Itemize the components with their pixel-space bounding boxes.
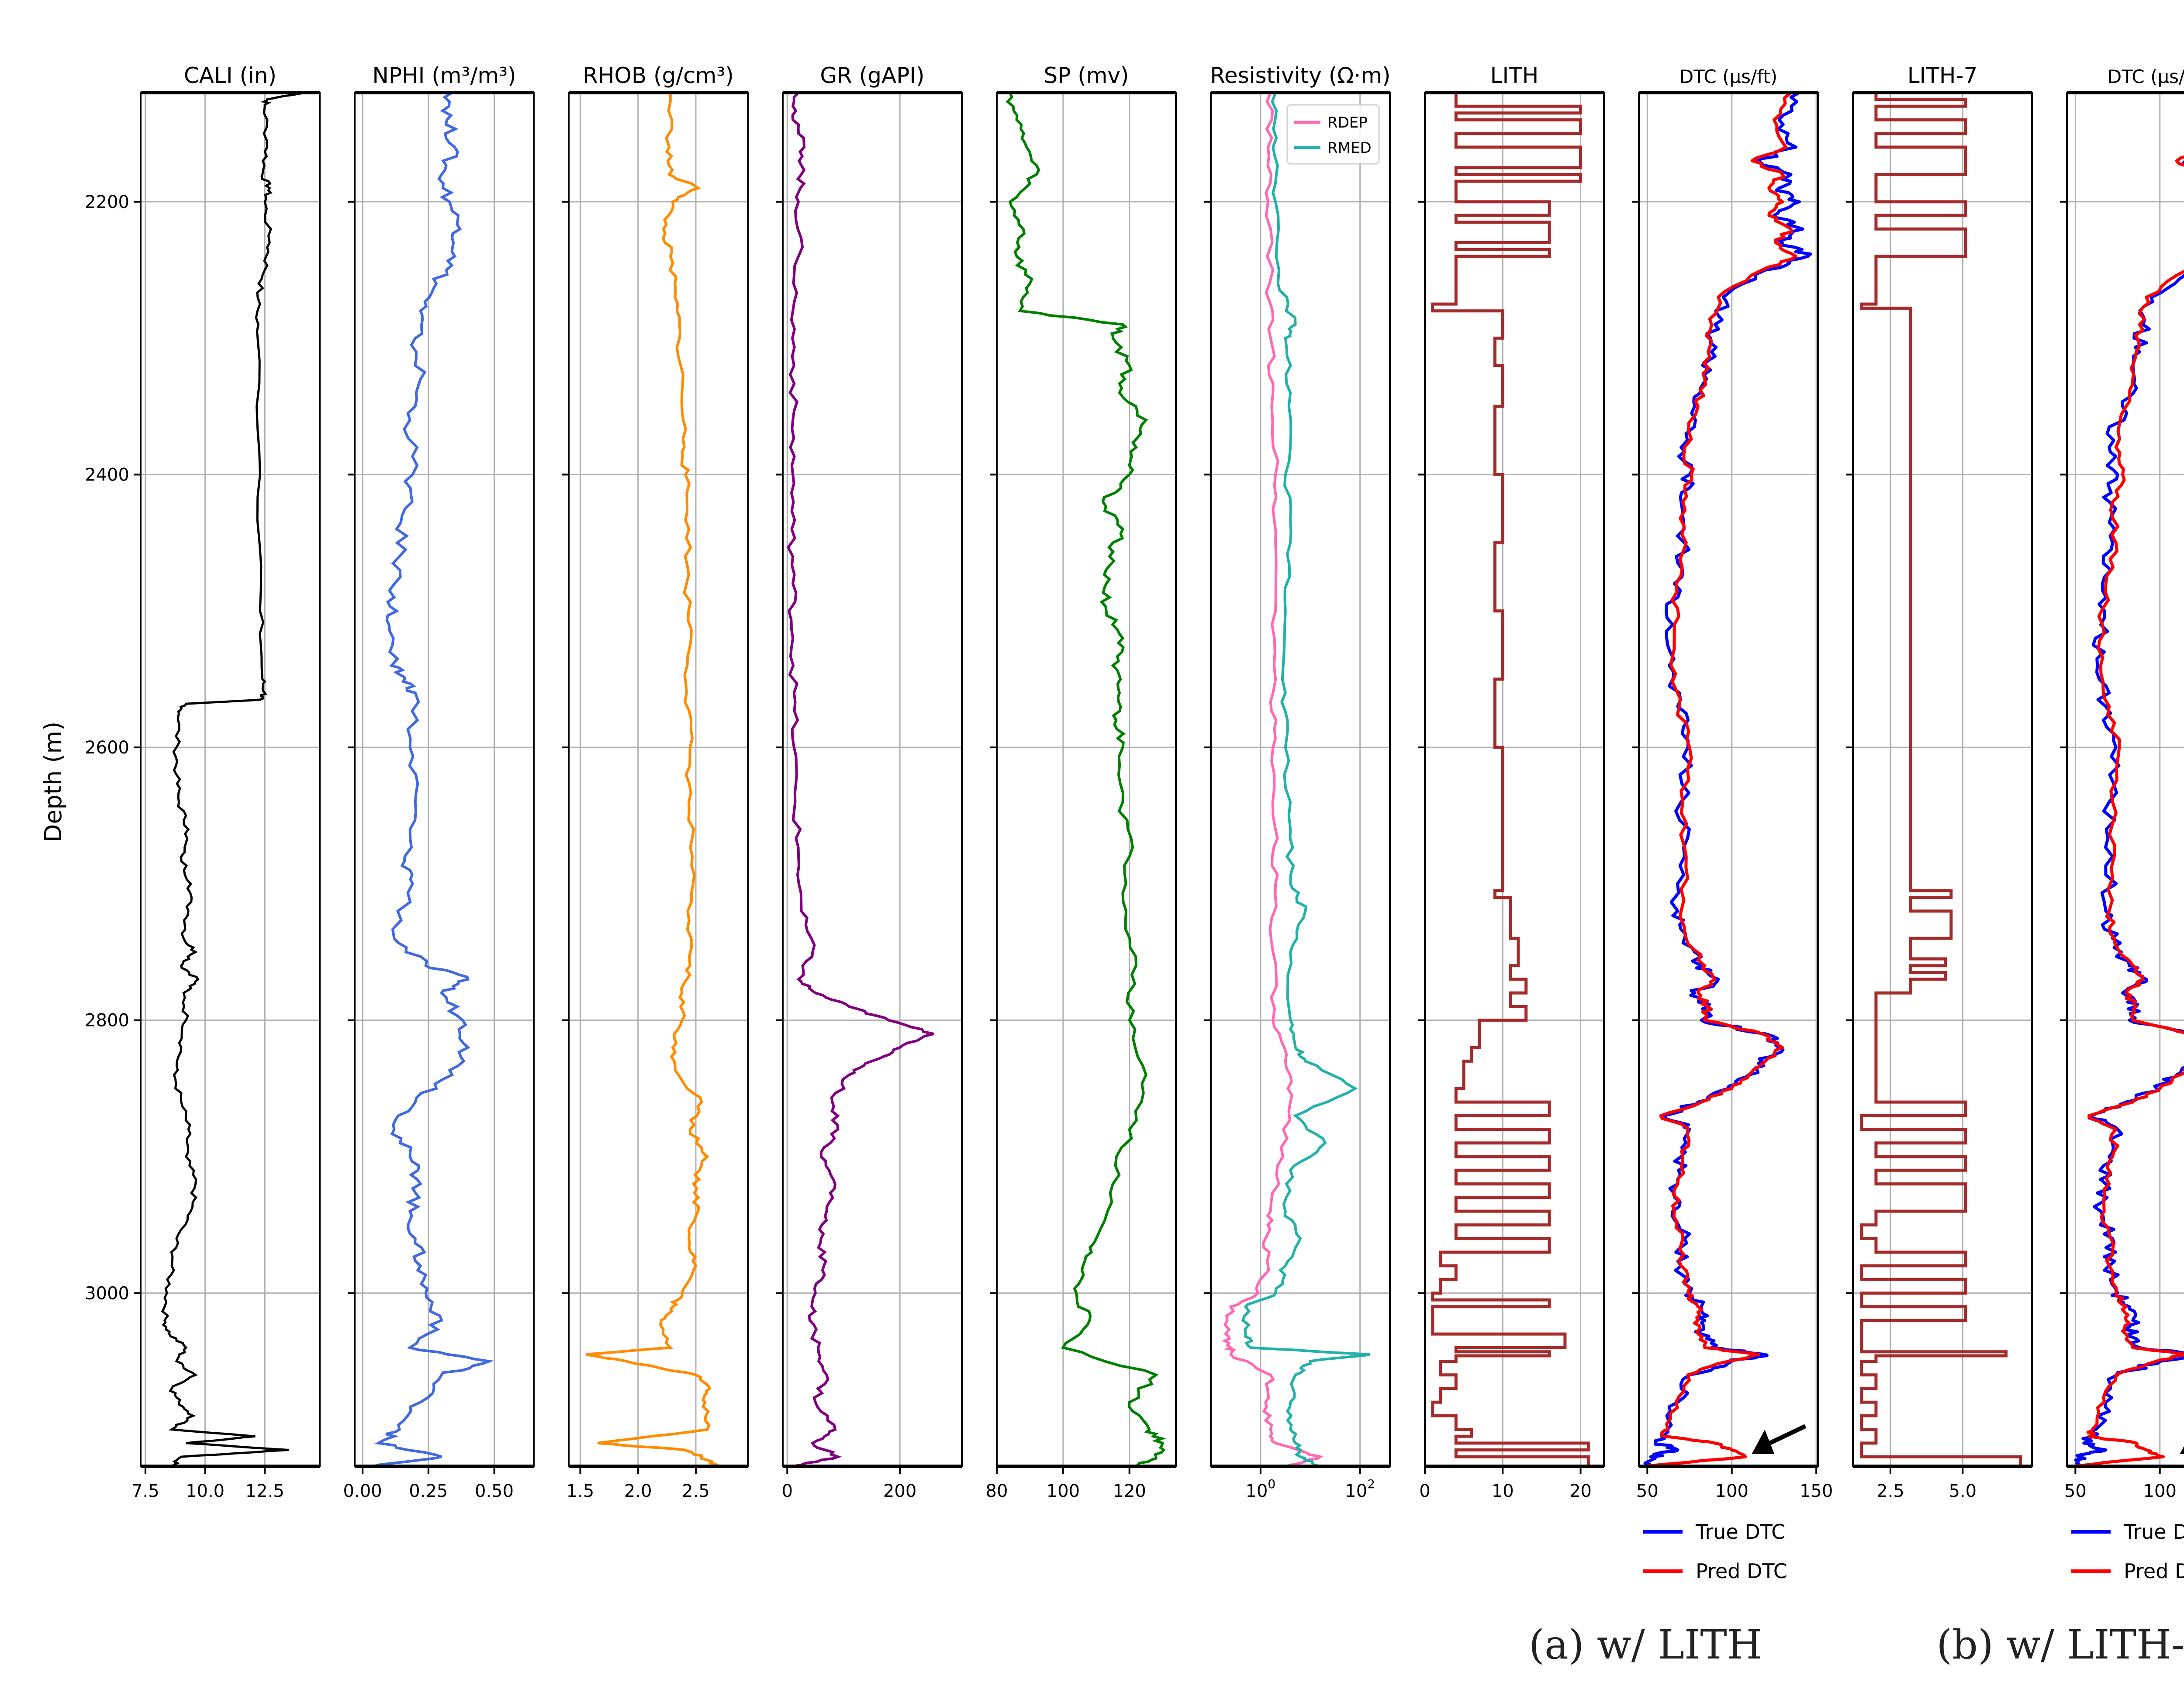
x-tick-label: 102 (1345, 1477, 1375, 1501)
track-title-dtc_b: DTC (µs/ft) (2108, 66, 2184, 87)
track-res: Resistivity (Ω·m) 100 102 RDEP RMED (1204, 63, 1391, 1501)
curve-lith-7 (1860, 93, 2022, 1466)
x-tick-label: 0.50 (475, 1481, 514, 1501)
track-data-lith (1431, 93, 1590, 1466)
track-data-dtc_b (2072, 155, 2184, 1466)
track-title-lith: LITH (1490, 63, 1539, 88)
track-title-gr: GR (gAPI) (820, 63, 924, 88)
track-title-cali: CALI (in) (184, 63, 276, 88)
depth-axis-label: Depth (m) (39, 722, 67, 842)
track-frame (1210, 92, 1391, 1467)
track-frame (140, 92, 321, 1467)
annotation-arrow-icon (2180, 1446, 2184, 1454)
track-title-rhob: RHOB (g/cm³) (583, 63, 734, 88)
track-cali: CALI (in) 7.5 10.0 12.5 2200 2400 2600 2800 3000 (85, 63, 321, 1501)
track-rhob: RHOB (g/cm³) 1.5 2.0 2.5 (562, 63, 749, 1501)
pred-dtc-line (2072, 155, 2184, 1466)
track-lith7: LITH-7 2.5 5.0 (1846, 63, 2033, 1501)
track-frame (1852, 92, 2033, 1467)
curve-sp (1006, 93, 1167, 1466)
x-tick-label: 1.5 (567, 1481, 594, 1501)
depth-tick-label: 3000 (85, 1283, 129, 1303)
track-title-sp: SP (mv) (1044, 63, 1129, 88)
x-tick-label: 12.5 (245, 1481, 284, 1501)
x-tick-label: 2.5 (682, 1481, 710, 1501)
x-tick-label: 200 (883, 1481, 916, 1501)
legend-label-rmed: RMED (1327, 139, 1372, 157)
caption-dtc_a: (a) w/ LITH (1529, 1621, 1762, 1668)
track-data-res (1222, 93, 1370, 1466)
pred-dtc-line (1644, 93, 1798, 1466)
x-tick-label: 5.0 (1949, 1481, 1977, 1501)
x-tick-label: 2.0 (624, 1481, 652, 1501)
legend-label-true-dtc: True DTC (1695, 1520, 1785, 1544)
track-title-res: Resistivity (Ω·m) (1210, 63, 1390, 88)
x-tick-label: 100 (1715, 1481, 1749, 1501)
curve-rmed (1241, 93, 1370, 1466)
true-dtc-line (1643, 93, 1812, 1466)
track-data-lith7 (1860, 93, 2022, 1466)
x-tick-label: 0.25 (409, 1481, 448, 1501)
curve-gr (787, 93, 934, 1466)
x-tick-label: 0 (782, 1481, 793, 1501)
x-tick-label: 0 (1419, 1481, 1430, 1501)
track-data-dtc_a (1643, 93, 1812, 1466)
true-dtc-line (2074, 160, 2184, 1466)
legend-label-rdep: RDEP (1327, 114, 1368, 131)
track-dtc_a: DTC (µs/ft) 50 100 150 True DTC Pred DTC (1632, 66, 1833, 1583)
x-tick-label: 10 (1492, 1481, 1514, 1501)
track-frame (782, 92, 963, 1467)
tick-exponent: 0 (1268, 1477, 1275, 1491)
track-nphi: NPHI (m³/m³) 0.00 0.25 0.50 (343, 63, 535, 1501)
x-tick-label: 20 (1569, 1481, 1592, 1501)
track-frame (568, 92, 749, 1467)
x-tick-label: 10.0 (186, 1481, 225, 1501)
curve-lith (1431, 93, 1590, 1466)
legend-label-true-dtc: True DTC (2123, 1520, 2184, 1544)
annotation-arrow-icon (1752, 1430, 1775, 1454)
track-lith: LITH 0 10 20 (1418, 63, 1605, 1501)
caption-dtc_b: (b) w/ LITH-7 (1936, 1621, 2184, 1668)
curve-rdep (1222, 93, 1324, 1466)
track-title-lith7: LITH-7 (1908, 63, 1978, 88)
depth-tick-label: 2400 (85, 465, 129, 485)
track-frame (1424, 92, 1605, 1467)
legend-label-pred-dtc: Pred DTC (1696, 1559, 1787, 1583)
x-tick-label: 50 (2064, 1481, 2087, 1501)
x-tick-label: 100 (1047, 1481, 1080, 1501)
track-data-gr (787, 93, 934, 1466)
x-tick-label: 100 (1246, 1477, 1276, 1501)
depth-tick-label: 2600 (85, 738, 129, 758)
x-tick-label: 0.00 (343, 1481, 382, 1501)
x-tick-label: 100 (2143, 1481, 2177, 1501)
track-data-sp (1006, 93, 1167, 1466)
track-data-rhob (586, 93, 720, 1466)
curve-cali (161, 93, 306, 1466)
x-tick-label: 50 (1636, 1481, 1659, 1501)
track-frame (2066, 92, 2184, 1467)
track-data-nphi (373, 93, 494, 1466)
track-frame (1638, 92, 1819, 1467)
track-title-dtc_a: DTC (µs/ft) (1679, 66, 1777, 87)
track-data-cali (161, 93, 306, 1466)
track-sp: SP (mv) 80 100 120 (986, 63, 1177, 1501)
curve-rhob (586, 93, 720, 1466)
track-gr: GR (gAPI) 0 200 (776, 63, 963, 1501)
tick-exponent: 2 (1367, 1477, 1375, 1491)
x-tick-label: 2.5 (1876, 1481, 1904, 1501)
legend-label-pred-dtc: Pred DTC (2124, 1559, 2184, 1583)
track-title-nphi: NPHI (m³/m³) (372, 63, 516, 88)
depth-tick-label: 2800 (85, 1011, 129, 1031)
track-frame (354, 92, 535, 1467)
x-tick-label: 80 (986, 1481, 1008, 1501)
curve-nphi (373, 93, 494, 1466)
depth-tick-label: 2200 (85, 192, 129, 212)
x-tick-label: 120 (1113, 1481, 1146, 1501)
x-tick-label: 7.5 (131, 1481, 159, 1501)
x-tick-label: 150 (1800, 1481, 1833, 1501)
